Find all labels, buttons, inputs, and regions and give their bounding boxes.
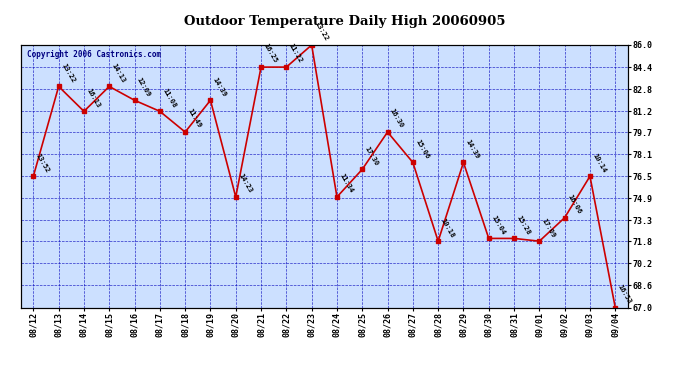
Text: 16:06: 16:06 — [566, 194, 582, 215]
Text: 16:25: 16:25 — [262, 43, 278, 64]
Text: 17:30: 17:30 — [364, 145, 380, 166]
Text: 11:08: 11:08 — [161, 87, 177, 108]
Text: 10:18: 10:18 — [440, 217, 455, 238]
Text: 17:09: 17:09 — [541, 217, 557, 238]
Text: 12:09: 12:09 — [136, 76, 152, 98]
Text: Copyright 2006 Castronics.com: Copyright 2006 Castronics.com — [27, 50, 161, 59]
Text: 15:28: 15:28 — [515, 214, 531, 236]
Text: 15:04: 15:04 — [490, 214, 506, 236]
Text: Outdoor Temperature Daily High 20060905: Outdoor Temperature Daily High 20060905 — [184, 15, 506, 28]
Text: 16:30: 16:30 — [389, 108, 405, 129]
Text: 11:49: 11:49 — [186, 108, 202, 129]
Text: 11:22: 11:22 — [288, 43, 304, 64]
Text: 14:39: 14:39 — [212, 76, 228, 98]
Text: 15:06: 15:06 — [414, 138, 430, 160]
Text: 13:52: 13:52 — [34, 152, 50, 174]
Text: 13:22: 13:22 — [313, 21, 329, 42]
Text: 10:14: 10:14 — [591, 152, 607, 174]
Text: 11:34: 11:34 — [338, 173, 354, 194]
Text: 16:53: 16:53 — [617, 284, 633, 305]
Text: 14:39: 14:39 — [465, 138, 481, 160]
Text: 14:23: 14:23 — [237, 173, 253, 194]
Text: 13:22: 13:22 — [60, 62, 76, 84]
Text: 14:13: 14:13 — [110, 62, 126, 84]
Text: 16:13: 16:13 — [86, 87, 101, 108]
